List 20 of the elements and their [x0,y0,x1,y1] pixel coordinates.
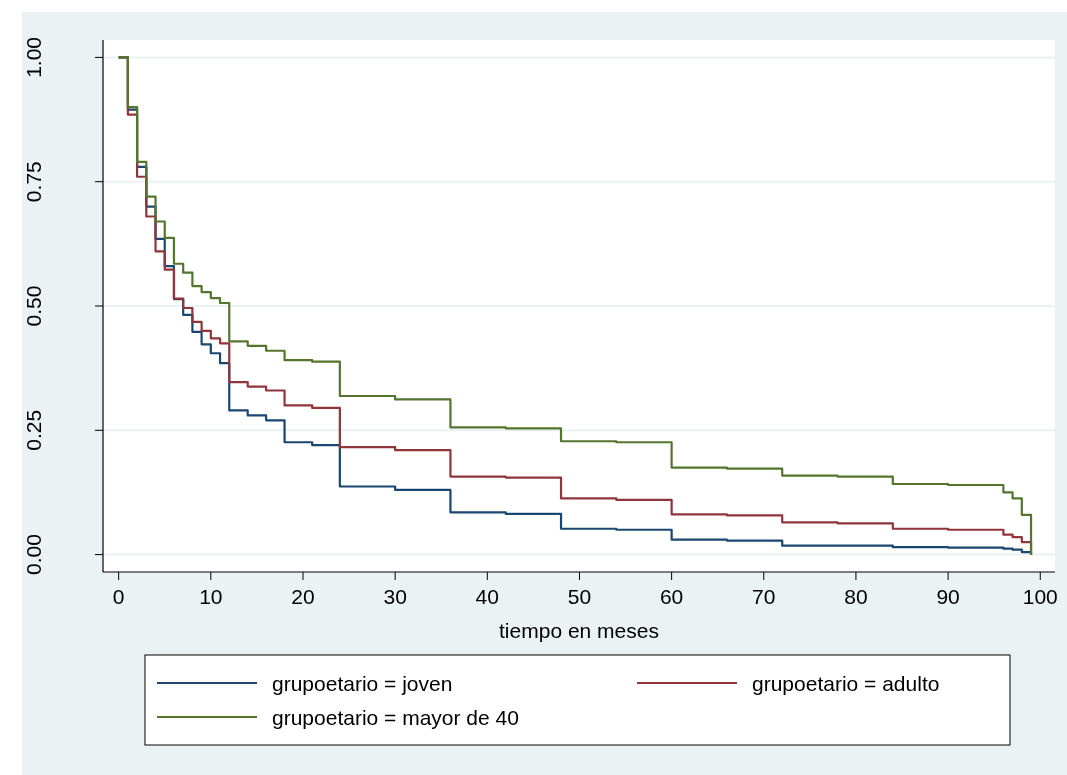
y-tick-label: 1.00 [21,36,45,78]
x-tick-label: 50 [567,585,592,608]
y-tick-label: 0.50 [21,285,45,327]
y-tick-label: 0.00 [21,534,45,576]
x-tick-label: 10 [199,585,223,608]
legend-label: grupoetario = adulto [752,671,940,695]
y-tick-label: 0.25 [21,409,45,451]
legend-label: grupoetario = mayor de 40 [272,705,519,729]
x-tick-label: 0 [112,585,125,608]
y-tick-label: 0.75 [21,161,45,203]
x-tick-label: 100 [1022,585,1058,608]
x-tick-label: 60 [659,585,684,608]
legend-label: grupoetario = joven [272,671,453,695]
x-tick-label: 90 [936,585,960,608]
x-tick-label: 40 [475,585,499,608]
x-tick-label: 20 [291,585,315,608]
x-tick-label: 30 [383,585,407,608]
x-axis-title: tiempo en meses [499,619,659,642]
x-tick-label: 80 [844,585,868,608]
x-tick-label: 70 [752,585,776,608]
